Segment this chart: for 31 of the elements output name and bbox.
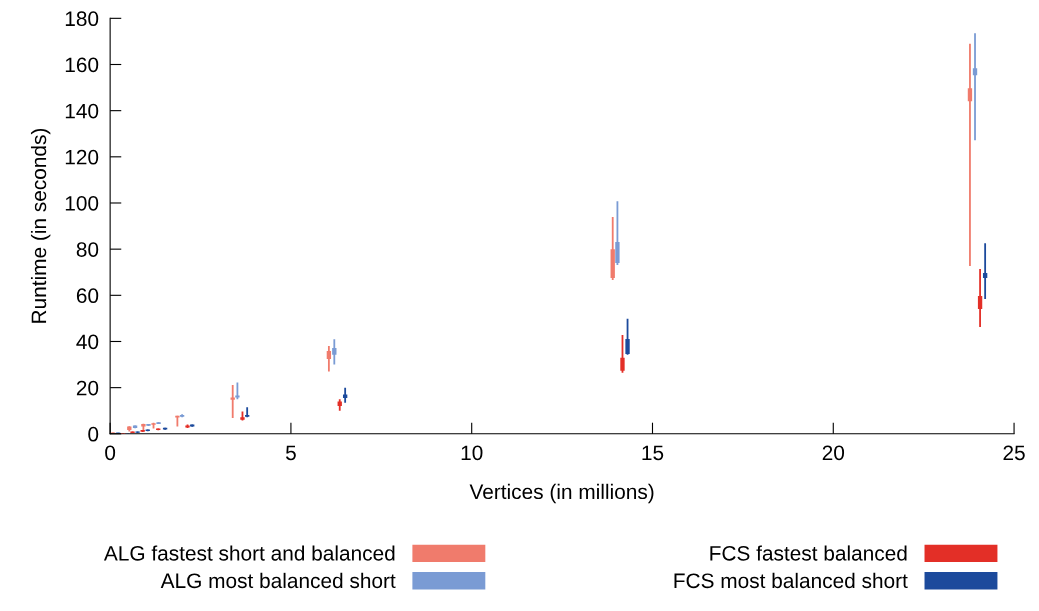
candlestick [967,42,973,267]
y-tick-label: 100 [65,195,99,211]
y-tick-label: 0 [88,426,99,442]
legend-label: ALG fastest short and balanced [103,545,395,561]
candlestick [620,334,625,374]
legend-label: FCS fastest balanced [710,545,907,561]
x-axis-title: Vertices (in millions) [469,483,654,504]
y-tick-label: 120 [65,149,99,165]
candlestick [977,268,983,328]
y-tick-label: 180 [65,11,99,27]
y-tick-label: 80 [76,242,99,257]
candlestick [982,242,988,300]
x-tick-label: 0 [105,445,116,461]
y-tick-label: 40 [76,334,99,350]
x-tick-label: 15 [642,445,664,461]
candlestick [332,338,337,366]
x-tick-label: 10 [461,445,483,461]
x-tick-label: 25 [1003,445,1025,461]
y-axis-title: Runtime (in seconds) [30,128,51,323]
y-tick-label: 140 [65,103,99,119]
candlestick [615,200,620,266]
y-tick-label: 20 [76,380,99,396]
y-tick-label: 160 [65,57,99,73]
x-tick-label: 20 [822,445,845,461]
x-tick-label: 5 [285,445,296,461]
legend-label: ALG most balanced short [160,572,396,589]
legend-label: FCS most balanced short [674,572,908,589]
y-tick-label: 60 [76,288,99,304]
candlestick [625,317,630,356]
candlestick [972,32,978,142]
candlestick [326,345,332,373]
